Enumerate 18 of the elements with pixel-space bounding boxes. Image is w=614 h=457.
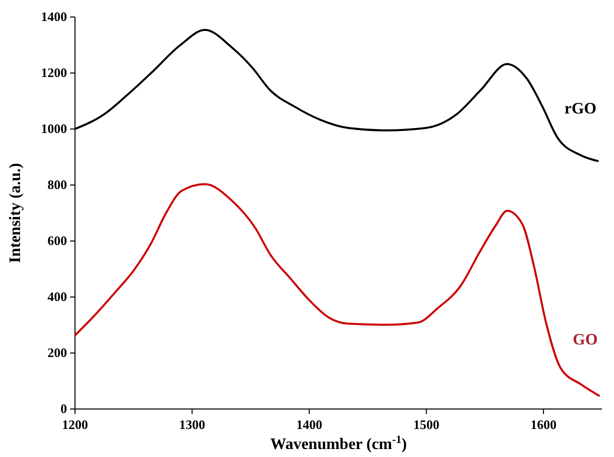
y-tick-label: 400 — [48, 289, 67, 304]
series-label: GO — [572, 332, 598, 349]
x-axis-title: Wavenumber (cm$^{-1}$) — [270, 434, 407, 453]
y-tick-label: 1000 — [41, 121, 67, 136]
series-label: rGO — [564, 100, 596, 118]
x-tick-label: 1500 — [413, 417, 440, 432]
y-tick-label: 0 — [60, 401, 67, 416]
y-tick-label: 1200 — [41, 65, 67, 80]
y-tick-label: 1400 — [41, 9, 67, 24]
y-tick-label: 200 — [48, 345, 67, 360]
x-tick-label: 1300 — [179, 417, 206, 432]
x-tick-label: 1400 — [296, 417, 322, 432]
x-tick-label: 1200 — [62, 417, 88, 432]
line-series — [74, 183, 601, 398]
y-tick-label: 600 — [48, 233, 67, 248]
y-tick-label: 800 — [48, 177, 67, 192]
y-axis-title: Intensity (a.u.) — [7, 162, 24, 264]
x-tick-label: 1600 — [530, 417, 556, 432]
